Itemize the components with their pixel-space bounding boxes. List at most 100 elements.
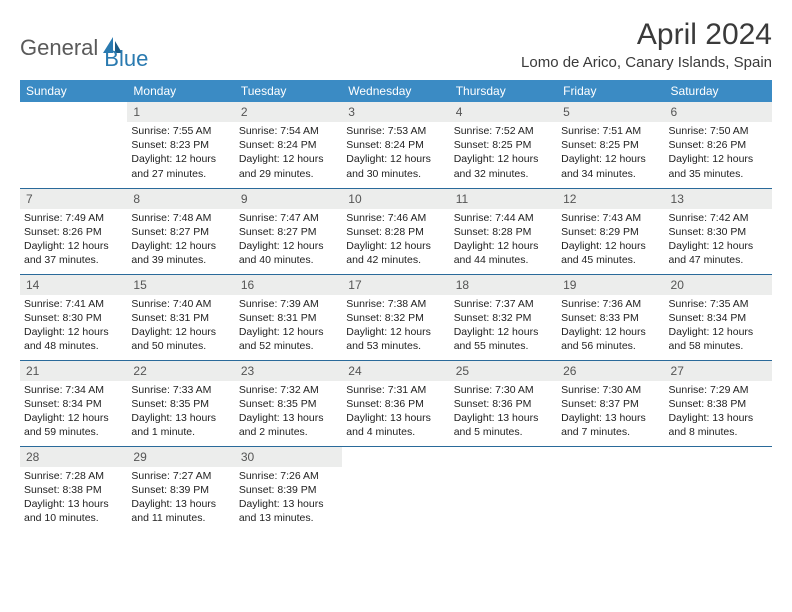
day-number: 20 xyxy=(665,275,772,295)
day-content: Sunrise: 7:31 AMSunset: 8:36 PMDaylight:… xyxy=(342,381,449,444)
day-number: 2 xyxy=(235,102,342,122)
day-content: Sunrise: 7:52 AMSunset: 8:25 PMDaylight:… xyxy=(450,122,557,185)
location: Lomo de Arico, Canary Islands, Spain xyxy=(521,54,772,71)
calendar-day-cell: 3Sunrise: 7:53 AMSunset: 8:24 PMDaylight… xyxy=(342,102,449,188)
daylight-line: Daylight: 12 hours and 56 minutes. xyxy=(561,325,660,353)
calendar-day-cell: 17Sunrise: 7:38 AMSunset: 8:32 PMDayligh… xyxy=(342,274,449,360)
day-number: 23 xyxy=(235,361,342,381)
day-content: Sunrise: 7:53 AMSunset: 8:24 PMDaylight:… xyxy=(342,122,449,185)
logo-text-general: General xyxy=(20,35,98,61)
sunset-line: Sunset: 8:27 PM xyxy=(239,225,338,239)
day-content: Sunrise: 7:37 AMSunset: 8:32 PMDaylight:… xyxy=(450,295,557,358)
sunset-line: Sunset: 8:39 PM xyxy=(131,483,230,497)
sunrise-line: Sunrise: 7:50 AM xyxy=(669,124,768,138)
day-content: Sunrise: 7:51 AMSunset: 8:25 PMDaylight:… xyxy=(557,122,664,185)
calendar-day-cell: 12Sunrise: 7:43 AMSunset: 8:29 PMDayligh… xyxy=(557,188,664,274)
day-content: Sunrise: 7:50 AMSunset: 8:26 PMDaylight:… xyxy=(665,122,772,185)
day-content: Sunrise: 7:40 AMSunset: 8:31 PMDaylight:… xyxy=(127,295,234,358)
day-number: 17 xyxy=(342,275,449,295)
daylight-line: Daylight: 12 hours and 48 minutes. xyxy=(24,325,123,353)
sunset-line: Sunset: 8:31 PM xyxy=(131,311,230,325)
sunset-line: Sunset: 8:36 PM xyxy=(346,397,445,411)
sunset-line: Sunset: 8:24 PM xyxy=(346,138,445,152)
sunset-line: Sunset: 8:35 PM xyxy=(131,397,230,411)
sunset-line: Sunset: 8:24 PM xyxy=(239,138,338,152)
sunrise-line: Sunrise: 7:32 AM xyxy=(239,383,338,397)
day-content: Sunrise: 7:55 AMSunset: 8:23 PMDaylight:… xyxy=(127,122,234,185)
daylight-line: Daylight: 12 hours and 27 minutes. xyxy=(131,152,230,180)
daylight-line: Daylight: 12 hours and 47 minutes. xyxy=(669,239,768,267)
day-content: Sunrise: 7:27 AMSunset: 8:39 PMDaylight:… xyxy=(127,467,234,530)
daylight-line: Daylight: 12 hours and 45 minutes. xyxy=(561,239,660,267)
sunrise-line: Sunrise: 7:47 AM xyxy=(239,211,338,225)
day-number: 19 xyxy=(557,275,664,295)
daylight-line: Daylight: 12 hours and 30 minutes. xyxy=(346,152,445,180)
daylight-line: Daylight: 13 hours and 2 minutes. xyxy=(239,411,338,439)
sunrise-line: Sunrise: 7:52 AM xyxy=(454,124,553,138)
calendar-day-cell: 15Sunrise: 7:40 AMSunset: 8:31 PMDayligh… xyxy=(127,274,234,360)
sunset-line: Sunset: 8:39 PM xyxy=(239,483,338,497)
day-content: Sunrise: 7:54 AMSunset: 8:24 PMDaylight:… xyxy=(235,122,342,185)
day-content: Sunrise: 7:35 AMSunset: 8:34 PMDaylight:… xyxy=(665,295,772,358)
sunrise-line: Sunrise: 7:41 AM xyxy=(24,297,123,311)
calendar-day-cell: 29Sunrise: 7:27 AMSunset: 8:39 PMDayligh… xyxy=(127,446,234,532)
day-number: 28 xyxy=(20,447,127,467)
day-number: 22 xyxy=(127,361,234,381)
sunrise-line: Sunrise: 7:30 AM xyxy=(561,383,660,397)
calendar-day-cell: 4Sunrise: 7:52 AMSunset: 8:25 PMDaylight… xyxy=(450,102,557,188)
calendar-day-cell: 21Sunrise: 7:34 AMSunset: 8:34 PMDayligh… xyxy=(20,360,127,446)
day-number: 30 xyxy=(235,447,342,467)
sunrise-line: Sunrise: 7:38 AM xyxy=(346,297,445,311)
day-number: 29 xyxy=(127,447,234,467)
calendar-day-cell xyxy=(665,446,772,532)
sunset-line: Sunset: 8:32 PM xyxy=(454,311,553,325)
calendar-day-cell: 10Sunrise: 7:46 AMSunset: 8:28 PMDayligh… xyxy=(342,188,449,274)
logo-text-blue: Blue xyxy=(104,46,148,71)
sunset-line: Sunset: 8:23 PM xyxy=(131,138,230,152)
daylight-line: Daylight: 13 hours and 7 minutes. xyxy=(561,411,660,439)
daylight-line: Daylight: 12 hours and 55 minutes. xyxy=(454,325,553,353)
sunset-line: Sunset: 8:28 PM xyxy=(346,225,445,239)
daylight-line: Daylight: 12 hours and 52 minutes. xyxy=(239,325,338,353)
day-number: 4 xyxy=(450,102,557,122)
calendar-day-cell xyxy=(20,102,127,188)
sunset-line: Sunset: 8:37 PM xyxy=(561,397,660,411)
sunrise-line: Sunrise: 7:36 AM xyxy=(561,297,660,311)
day-number: 13 xyxy=(665,189,772,209)
sunrise-line: Sunrise: 7:28 AM xyxy=(24,469,123,483)
sunrise-line: Sunrise: 7:26 AM xyxy=(239,469,338,483)
calendar-day-cell: 14Sunrise: 7:41 AMSunset: 8:30 PMDayligh… xyxy=(20,274,127,360)
calendar-day-cell: 7Sunrise: 7:49 AMSunset: 8:26 PMDaylight… xyxy=(20,188,127,274)
month-title: April 2024 xyxy=(521,18,772,52)
calendar-week-row: 14Sunrise: 7:41 AMSunset: 8:30 PMDayligh… xyxy=(20,274,772,360)
day-content: Sunrise: 7:29 AMSunset: 8:38 PMDaylight:… xyxy=(665,381,772,444)
day-header: Monday xyxy=(127,80,234,102)
day-number: 21 xyxy=(20,361,127,381)
day-content: Sunrise: 7:43 AMSunset: 8:29 PMDaylight:… xyxy=(557,209,664,272)
day-number: 18 xyxy=(450,275,557,295)
sunrise-line: Sunrise: 7:43 AM xyxy=(561,211,660,225)
day-content: Sunrise: 7:38 AMSunset: 8:32 PMDaylight:… xyxy=(342,295,449,358)
sunset-line: Sunset: 8:25 PM xyxy=(454,138,553,152)
sunrise-line: Sunrise: 7:34 AM xyxy=(24,383,123,397)
day-content: Sunrise: 7:39 AMSunset: 8:31 PMDaylight:… xyxy=(235,295,342,358)
calendar-week-row: 28Sunrise: 7:28 AMSunset: 8:38 PMDayligh… xyxy=(20,446,772,532)
day-header: Friday xyxy=(557,80,664,102)
sunrise-line: Sunrise: 7:49 AM xyxy=(24,211,123,225)
day-content: Sunrise: 7:41 AMSunset: 8:30 PMDaylight:… xyxy=(20,295,127,358)
day-number: 3 xyxy=(342,102,449,122)
day-header: Tuesday xyxy=(235,80,342,102)
day-content: Sunrise: 7:46 AMSunset: 8:28 PMDaylight:… xyxy=(342,209,449,272)
day-number: 24 xyxy=(342,361,449,381)
daylight-line: Daylight: 12 hours and 53 minutes. xyxy=(346,325,445,353)
sunrise-line: Sunrise: 7:51 AM xyxy=(561,124,660,138)
sunrise-line: Sunrise: 7:29 AM xyxy=(669,383,768,397)
daylight-line: Daylight: 12 hours and 35 minutes. xyxy=(669,152,768,180)
sunset-line: Sunset: 8:30 PM xyxy=(669,225,768,239)
day-header-row: Sunday Monday Tuesday Wednesday Thursday… xyxy=(20,80,772,102)
logo: General Blue xyxy=(20,24,148,72)
day-number: 7 xyxy=(20,189,127,209)
sunset-line: Sunset: 8:35 PM xyxy=(239,397,338,411)
day-number: 5 xyxy=(557,102,664,122)
sunset-line: Sunset: 8:29 PM xyxy=(561,225,660,239)
